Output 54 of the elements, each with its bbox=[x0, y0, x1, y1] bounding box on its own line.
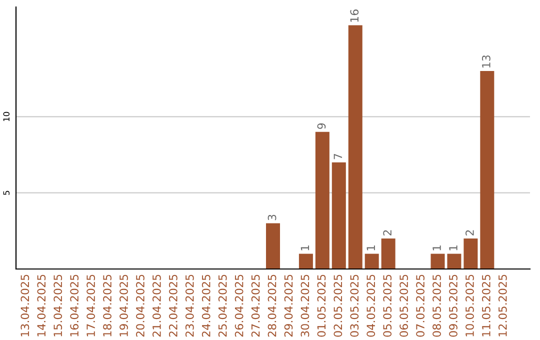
data-label: 7 bbox=[334, 154, 342, 160]
x-tick-label: 21.04.2025 bbox=[152, 274, 161, 337]
x-tick-label: 08.05.2025 bbox=[432, 274, 441, 337]
data-label: 13 bbox=[482, 55, 490, 68]
data-label: 2 bbox=[383, 230, 392, 236]
bar bbox=[332, 162, 346, 269]
data-label: 1 bbox=[300, 245, 310, 250]
x-tick-label: 05.05.2025 bbox=[383, 274, 392, 337]
bar bbox=[381, 238, 396, 269]
bar bbox=[480, 70, 494, 269]
x-tick-label: 29.04.2025 bbox=[284, 274, 293, 337]
x-tick-label: 06.05.2025 bbox=[400, 274, 408, 337]
data-label: 9 bbox=[317, 123, 326, 129]
x-tick-label: 03.05.2025 bbox=[350, 274, 359, 337]
x-tick-label: 27.04.2025 bbox=[251, 274, 260, 337]
x-tick-label: 02.05.2025 bbox=[334, 274, 342, 337]
data-label: 2 bbox=[466, 230, 474, 236]
data-label: 1 bbox=[432, 245, 441, 250]
data-label: 1 bbox=[366, 245, 375, 250]
x-tick-label: 22.04.2025 bbox=[168, 274, 178, 337]
x-tick-label: 01.05.2025 bbox=[317, 274, 326, 337]
x-tick-label: 14.04.2025 bbox=[37, 274, 46, 336]
bar bbox=[348, 25, 362, 269]
x-tick-label: 12.05.2025 bbox=[498, 274, 507, 336]
x-tick-label: 07.05.2025 bbox=[416, 274, 424, 337]
x-tick-label: 16.04.2025 bbox=[70, 274, 79, 336]
x-tick-label: 15.04.2025 bbox=[54, 274, 62, 336]
x-tick-label: 23.04.2025 bbox=[185, 274, 194, 337]
x-tick-label: 25.04.2025 bbox=[218, 274, 227, 337]
data-label: 3 bbox=[268, 214, 276, 220]
x-tick-label: 18.04.2025 bbox=[103, 274, 112, 336]
x-tick-label: 11.05.2025 bbox=[482, 274, 490, 336]
x-tick-label: 20.04.2025 bbox=[136, 274, 144, 337]
x-tick-label: 13.04.2025 bbox=[20, 274, 30, 336]
x-tick-label: 30.04.2025 bbox=[300, 274, 310, 337]
bar bbox=[447, 254, 462, 269]
data-label: 1 bbox=[449, 245, 458, 250]
x-tick-label: 09.05.2025 bbox=[449, 274, 458, 337]
x-tick-label: 19.04.2025 bbox=[120, 274, 128, 336]
bar bbox=[266, 223, 280, 269]
bar bbox=[364, 254, 379, 269]
x-tick-label: 28.04.2025 bbox=[268, 274, 276, 337]
data-label: 16 bbox=[350, 10, 359, 22]
x-tick-label: 24.04.2025 bbox=[202, 274, 210, 337]
bar bbox=[298, 254, 313, 269]
bar bbox=[315, 132, 330, 269]
bar bbox=[430, 254, 445, 269]
x-tick-label: 10.05.2025 bbox=[466, 274, 474, 336]
x-tick-label: 26.04.2025 bbox=[234, 274, 244, 337]
y-tick-label: 5 bbox=[3, 190, 10, 195]
bar bbox=[464, 238, 478, 269]
x-tick-label: 17.04.2025 bbox=[86, 274, 96, 336]
x-tick-label: 04.05.2025 bbox=[366, 274, 376, 337]
y-tick-label: 10 bbox=[3, 112, 10, 122]
